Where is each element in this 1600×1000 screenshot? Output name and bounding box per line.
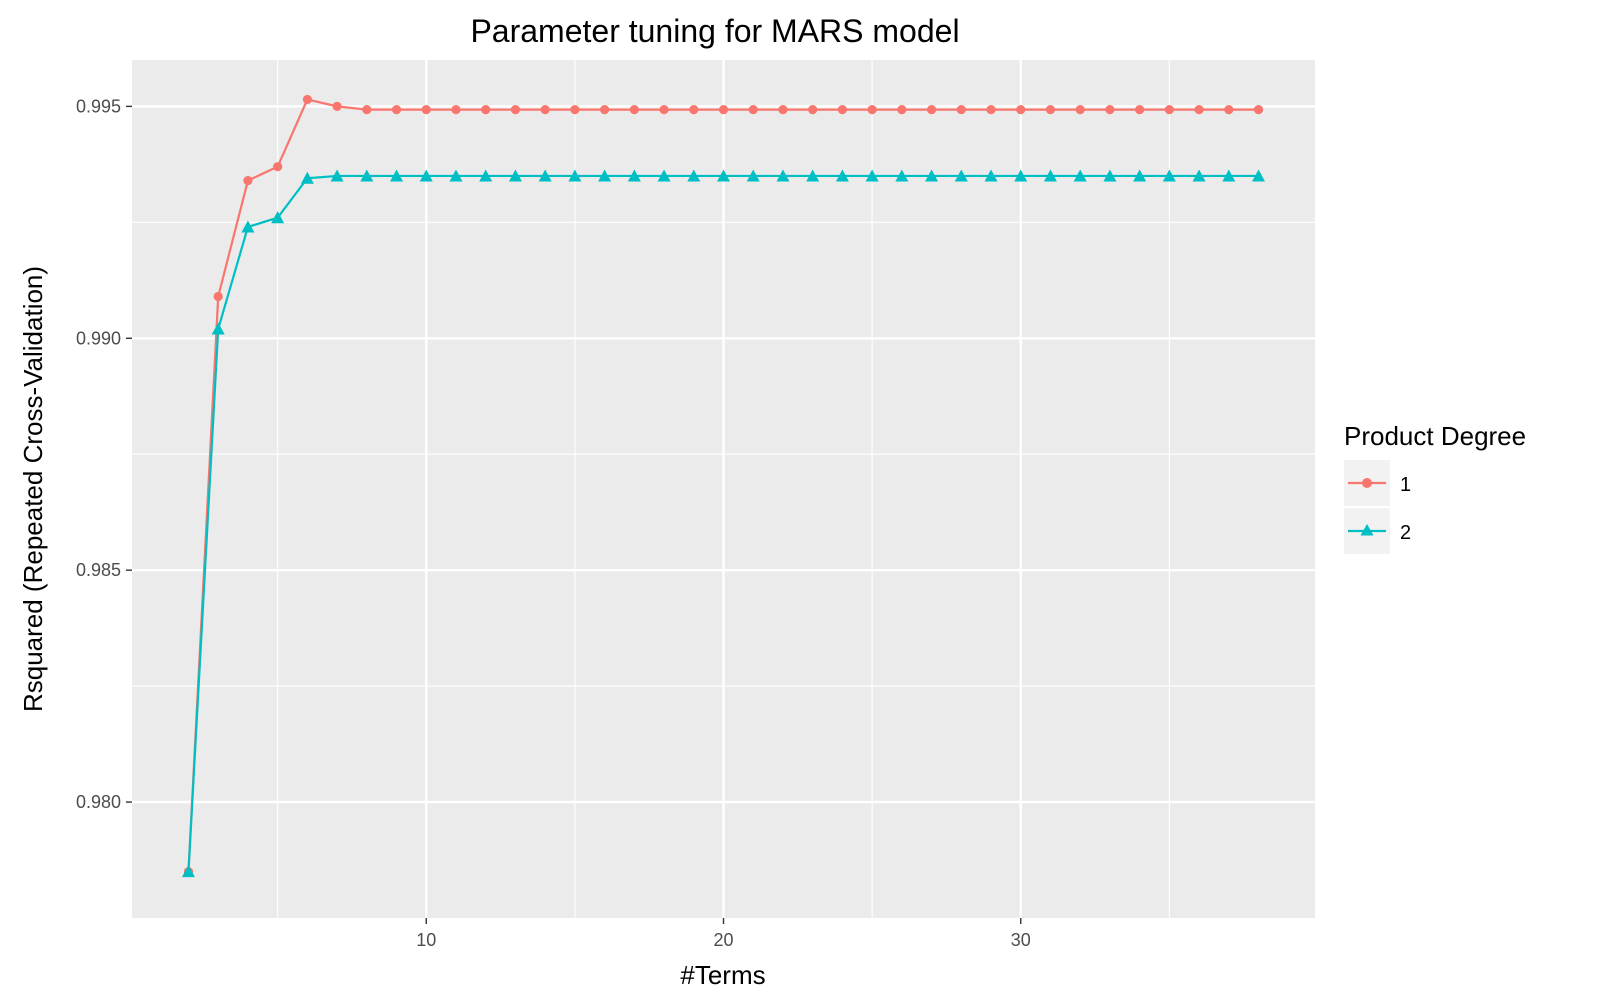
point-s1-10 (481, 105, 491, 115)
point-s2-33 (1162, 169, 1176, 182)
point-s1-21 (808, 105, 818, 115)
point-s1-13 (570, 105, 580, 115)
x-tick-label-2: 30 (1011, 930, 1031, 950)
point-s2-1 (211, 322, 225, 335)
point-s1-31 (1105, 105, 1115, 115)
y-axis-title: Rsquared (Repeated Cross-Validation) (18, 266, 48, 712)
point-s2-18 (717, 169, 730, 182)
point-s2-23 (865, 169, 879, 182)
point-s1-24 (897, 105, 907, 115)
x-tick-label-0: 10 (416, 930, 436, 950)
point-s1-29 (1045, 105, 1056, 115)
point-s2-2 (241, 220, 255, 233)
y-tick-label-1: 0.985 (76, 560, 121, 580)
y-axis: 0.980 0.985 0.990 0.995 (76, 96, 132, 812)
point-s1-2 (243, 175, 253, 186)
point-s2-7 (390, 169, 404, 182)
point-s2-8 (419, 169, 433, 182)
point-s1-3 (273, 162, 283, 172)
legend-title: Product Degree (1344, 421, 1526, 451)
point-s2-28 (1014, 169, 1028, 182)
point-s2-27 (984, 169, 998, 182)
y-tick-label-2: 0.990 (76, 328, 121, 348)
x-axis: 10 20 30 (416, 918, 1031, 950)
point-s2-30 (1073, 169, 1087, 182)
point-s2-29 (1043, 169, 1057, 182)
point-s2-24 (895, 169, 909, 182)
point-s2-13 (568, 169, 582, 182)
point-s2-22 (835, 169, 849, 182)
point-s1-9 (451, 105, 461, 115)
point-s1-17 (689, 105, 699, 115)
point-s2-31 (1103, 169, 1117, 182)
point-s1-32 (1135, 105, 1145, 115)
point-s2-16 (657, 169, 671, 182)
point-s1-16 (659, 105, 669, 115)
point-s1-12 (540, 105, 550, 115)
point-s1-22 (837, 105, 847, 115)
chart-title: Parameter tuning for MARS model (470, 13, 959, 49)
point-s2-4 (300, 171, 314, 184)
point-s1-18 (718, 105, 729, 115)
point-s1-25 (926, 105, 937, 115)
point-s2-6 (360, 169, 374, 182)
x-axis-title: #Terms (680, 960, 765, 990)
point-s2-26 (954, 169, 968, 182)
series-layer (181, 94, 1266, 878)
point-s2-17 (687, 169, 701, 182)
point-s1-28 (1016, 105, 1026, 115)
point-s1-14 (600, 105, 610, 115)
point-s2-19 (746, 169, 760, 182)
point-s1-30 (1075, 105, 1085, 115)
y-tick-label-0: 0.980 (76, 792, 121, 812)
point-s2-5 (330, 169, 344, 182)
point-s2-34 (1192, 169, 1206, 182)
point-s1-5 (332, 101, 342, 111)
point-s1-23 (867, 105, 877, 115)
series-2 (181, 169, 1266, 878)
point-s2-35 (1222, 169, 1236, 182)
point-s2-15 (627, 169, 641, 182)
point-s1-4 (302, 94, 312, 105)
point-s2-9 (449, 169, 463, 182)
point-s1-6 (362, 105, 372, 115)
point-s2-14 (598, 169, 612, 182)
point-s2-20 (776, 169, 790, 182)
point-s1-27 (986, 105, 996, 115)
series-1 (183, 94, 1264, 877)
legend-label-2: 2 (1400, 522, 1411, 544)
point-s1-36 (1253, 105, 1264, 115)
point-s1-1 (213, 291, 223, 302)
point-s1-34 (1194, 105, 1204, 115)
point-s1-15 (629, 105, 639, 115)
point-s2-21 (806, 169, 820, 182)
point-s1-8 (421, 105, 431, 115)
y-tick-label-3: 0.995 (76, 96, 121, 116)
legend-label-1: 1 (1400, 474, 1411, 496)
point-s2-0 (181, 865, 195, 878)
point-s2-25 (925, 169, 939, 182)
legend-item-2: 2 (1344, 508, 1411, 554)
point-s1-33 (1164, 105, 1174, 115)
point-s1-11 (510, 105, 521, 115)
point-s2-11 (508, 169, 522, 182)
point-s2-12 (538, 169, 552, 182)
point-s2-36 (1252, 169, 1266, 182)
point-s1-26 (956, 105, 966, 115)
legend-item-1: 1 (1344, 460, 1411, 506)
point-s1-19 (748, 105, 758, 115)
point-s1-20 (778, 105, 788, 115)
legend: Product Degree 1 2 (1344, 421, 1526, 554)
x-tick-label-1: 20 (713, 930, 733, 950)
point-s2-10 (479, 169, 493, 182)
point-s1-35 (1224, 105, 1234, 115)
point-s2-3 (271, 211, 285, 224)
point-s2-32 (1133, 169, 1147, 182)
point-s1-7 (391, 105, 402, 115)
